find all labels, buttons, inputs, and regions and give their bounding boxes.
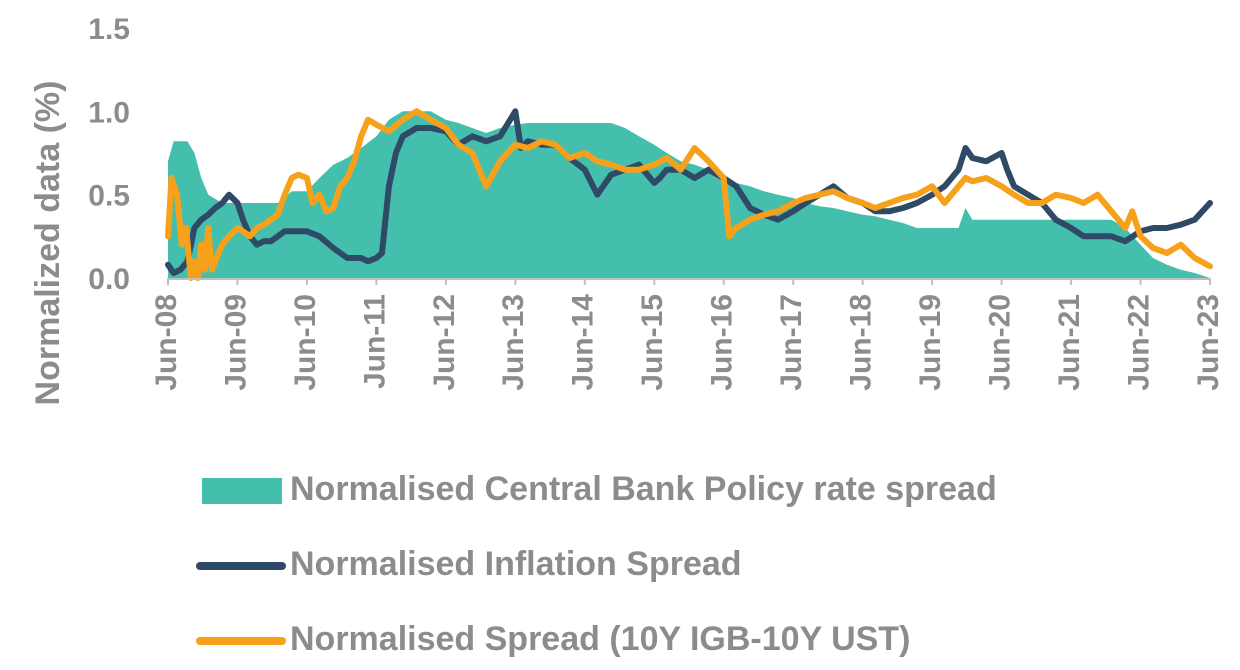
legend-label-policy: Normalised Central Bank Policy rate spre… (290, 470, 997, 508)
x-tick-label: Jun-19 (914, 294, 947, 391)
x-tick-label: Jun-08 (150, 294, 183, 391)
x-tick-label: Jun-22 (1122, 294, 1155, 391)
legend-swatch-inflation (196, 562, 286, 570)
chart: Normalized data (%) 0.0 0.5 1.0 1.5 Jun-08 J… (29, 13, 1225, 406)
x-tick-label: Jun-23 (1192, 294, 1225, 391)
legend-item-policy: Normalised Central Bank Policy rate spre… (190, 460, 1090, 510)
legend-item-bond-spread: Normalised Spread (10Y IGB-10Y UST) (190, 610, 1090, 660)
y-tick-label: 1.0 (88, 96, 130, 129)
x-tick-label: Jun-18 (845, 294, 878, 391)
x-tick-label: Jun-12 (428, 294, 461, 391)
x-tick-label: Jun-16 (706, 294, 739, 391)
x-tick-label: Jun-09 (219, 294, 252, 391)
y-tick-label: 0.0 (88, 263, 130, 296)
legend-label-bond-spread: Normalised Spread (10Y IGB-10Y UST) (290, 620, 911, 658)
x-tick-label: Jun-15 (636, 294, 669, 391)
y-axis-title: Normalized data (%) (29, 81, 67, 406)
y-tick-label: 1.5 (88, 13, 130, 46)
legend-item-inflation: Normalised Inflation Spread (190, 535, 1090, 585)
x-tick-label: Jun-20 (984, 294, 1017, 391)
bond-spread-line (165, 108, 1213, 281)
legend-swatch-policy (202, 478, 282, 504)
x-tick-label: Jun-11 (358, 294, 391, 389)
x-tick-label: Jun-17 (775, 294, 808, 391)
inflation-spread-line (165, 108, 1213, 276)
x-tick-label: Jun-10 (289, 294, 322, 391)
y-tick-label: 0.5 (88, 180, 130, 213)
legend-swatch-bond-spread (196, 637, 286, 645)
x-tick-label: Jun-14 (567, 294, 600, 391)
x-tick-label: Jun-13 (497, 294, 530, 391)
policy-rate-spread-area (168, 111, 1210, 278)
x-tick-label: Jun-21 (1053, 294, 1086, 391)
legend-label-inflation: Normalised Inflation Spread (290, 545, 742, 583)
